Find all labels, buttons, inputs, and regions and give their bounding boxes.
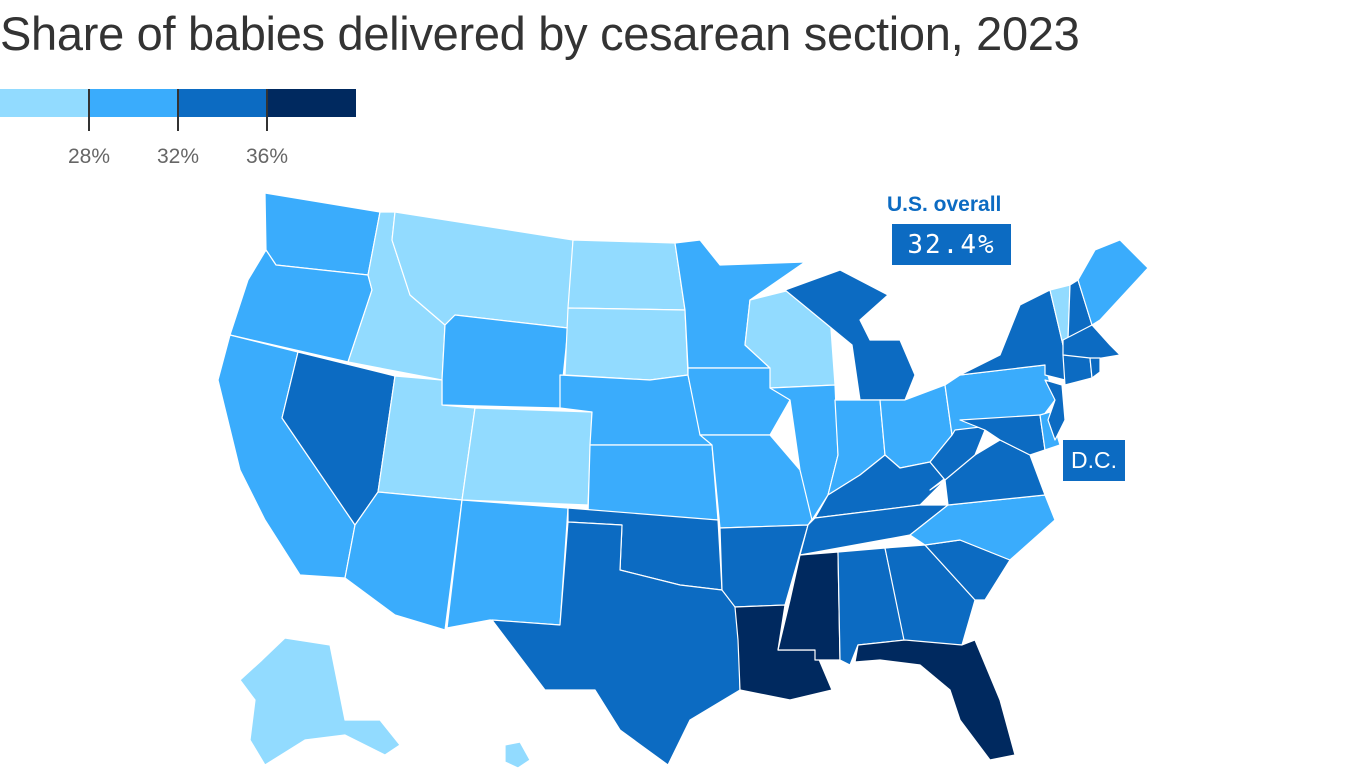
state-nm[interactable]	[446, 499, 569, 629]
color-legend: 28% 32% 36%	[0, 89, 356, 168]
state-sd[interactable]	[564, 307, 689, 381]
legend-bin-3	[178, 89, 267, 117]
state-ga[interactable]	[884, 544, 976, 646]
legend-tick	[177, 89, 179, 131]
legend-label: 32%	[156, 145, 200, 168]
state-ny[interactable]	[959, 289, 1066, 381]
state-mi[interactable]	[784, 269, 916, 401]
state-va[interactable]	[929, 439, 1046, 506]
state-ks[interactable]	[587, 444, 719, 521]
legend-bin-4	[267, 89, 356, 117]
state-hi[interactable]	[504, 741, 531, 768]
state-wa[interactable]	[264, 192, 381, 276]
chart-title: Share of babies delivered by cesarean se…	[0, 7, 1080, 60]
state-nd[interactable]	[567, 239, 686, 311]
state-tx[interactable]	[491, 521, 741, 766]
state-co[interactable]	[461, 407, 593, 506]
state-wi[interactable]	[744, 289, 836, 389]
state-me[interactable]	[1077, 239, 1149, 326]
state-ct[interactable]	[1062, 354, 1093, 386]
us-overall-value: 32.4%	[892, 224, 1011, 265]
state-ak[interactable]	[239, 637, 401, 766]
dc-callout: D.C.	[1063, 440, 1125, 481]
state-ri[interactable]	[1089, 357, 1101, 379]
state-nj[interactable]	[1044, 379, 1066, 441]
legend-bin-1	[0, 89, 89, 117]
state-fl[interactable]	[854, 639, 1016, 761]
legend-tick	[266, 89, 268, 131]
state-la[interactable]	[734, 604, 833, 701]
legend-tick	[88, 89, 90, 131]
legend-bin-2	[89, 89, 178, 117]
legend-label: 28%	[67, 145, 111, 168]
us-overall-label: U.S. overall	[887, 193, 1002, 216]
legend-label: 36%	[245, 145, 289, 168]
state-il[interactable]	[769, 384, 839, 521]
state-wy[interactable]	[441, 314, 569, 409]
